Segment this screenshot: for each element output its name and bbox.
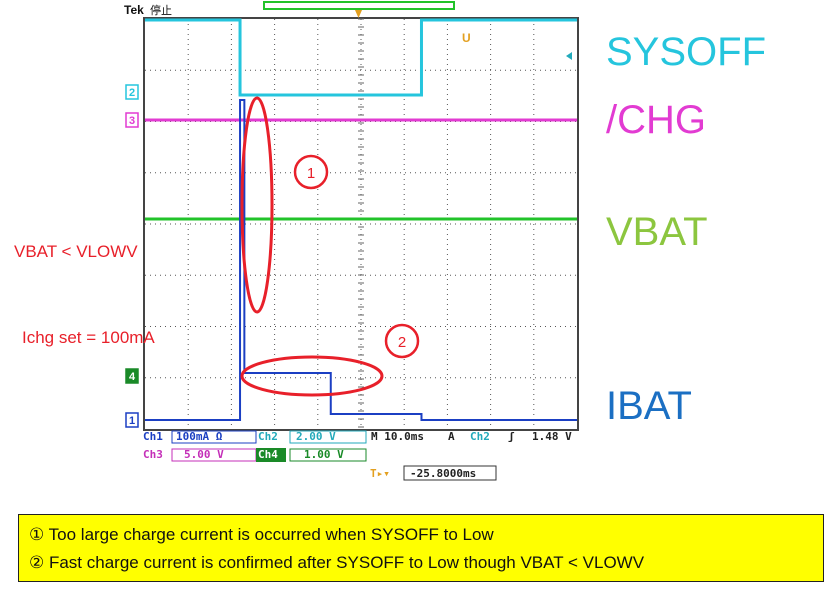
channel-marker-label: 2 (129, 87, 135, 99)
readout-timebase: M 10.0ms (371, 430, 424, 443)
readout-ch2-scale: 2.00 V (296, 430, 336, 443)
scope-readout: Ch1 100mA Ω Ch2 2.00 V M 10.0ms A Ch2 ʃ … (143, 430, 572, 481)
annotation-ellipse-2 (240, 355, 384, 397)
readout-ch3: Ch3 (143, 448, 163, 461)
channel-markers: 2 3 4 1 (125, 84, 139, 428)
label-sysoff: SYSOFF (606, 30, 767, 74)
channel-marker-label: 3 (129, 115, 135, 127)
channel-marker-box (125, 412, 139, 428)
readout-ch4: Ch4 (258, 448, 278, 461)
readout-trig-level: 1.48 V (532, 430, 572, 443)
annotation-ellipse-1 (240, 96, 274, 314)
annotation-circle-1 (293, 154, 329, 190)
scope-grid (145, 18, 577, 429)
readout-trig-ch: Ch2 (470, 430, 490, 443)
notes-box: ① Too large charge current is occurred w… (18, 514, 824, 582)
readout-trigger-offset: -25.8000ms (410, 467, 476, 480)
ichg-set-label: Ichg set = 100mA (22, 328, 155, 347)
readout-ch1-scale: 100mA Ω (176, 430, 223, 443)
channel-marker-label: 1 (129, 415, 135, 427)
label-chg: /CHG (606, 98, 706, 142)
readout-acq: A (448, 430, 455, 443)
note-line-1: ① Too large charge current is occurred w… (29, 525, 494, 544)
annotation-circle-2 (384, 323, 420, 359)
annotation-number-2: 2 (398, 334, 406, 351)
channel-marker-box (125, 84, 139, 100)
label-vbat: VBAT (606, 210, 708, 254)
readout-ch3-scale: 5.00 V (184, 448, 224, 461)
readout-ch4-scale: 1.00 V (304, 448, 344, 461)
note-line-2: ② Fast charge current is confirmed after… (29, 553, 645, 572)
vbat-condition-label: VBAT < VLOWV (14, 242, 138, 261)
trigger-level-icon: U (462, 31, 471, 45)
readout-ch2: Ch2 (258, 430, 278, 443)
readout-ch1: Ch1 (143, 430, 163, 443)
readout-trig-slope: ʃ (508, 430, 515, 443)
annotation-number-1: 1 (307, 165, 315, 182)
ch2-level-arrow-icon (566, 52, 572, 60)
top-bracket (263, 1, 455, 10)
oscilloscope-plot: 2 3 4 1 Tek 停止 U 1 2 Ch1 100mA Ω Ch2 2.00 V… (124, 1, 579, 481)
channel-marker-box (125, 112, 139, 128)
trace-sysoff (145, 18, 577, 97)
channel-marker-box (125, 368, 139, 384)
scope-brand: Tek (124, 3, 144, 17)
scope-traces (145, 18, 577, 421)
readout-trigger-icon: T▸▾ (370, 467, 390, 480)
label-ibat: IBAT (606, 384, 692, 428)
trigger-position-icon (355, 10, 362, 18)
scope-status: 停止 (150, 3, 172, 17)
channel-marker-label: 4 (129, 371, 136, 383)
trace-ibat (145, 99, 577, 421)
